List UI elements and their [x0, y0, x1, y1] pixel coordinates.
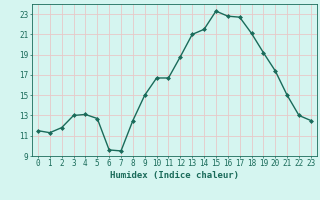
X-axis label: Humidex (Indice chaleur): Humidex (Indice chaleur)	[110, 171, 239, 180]
